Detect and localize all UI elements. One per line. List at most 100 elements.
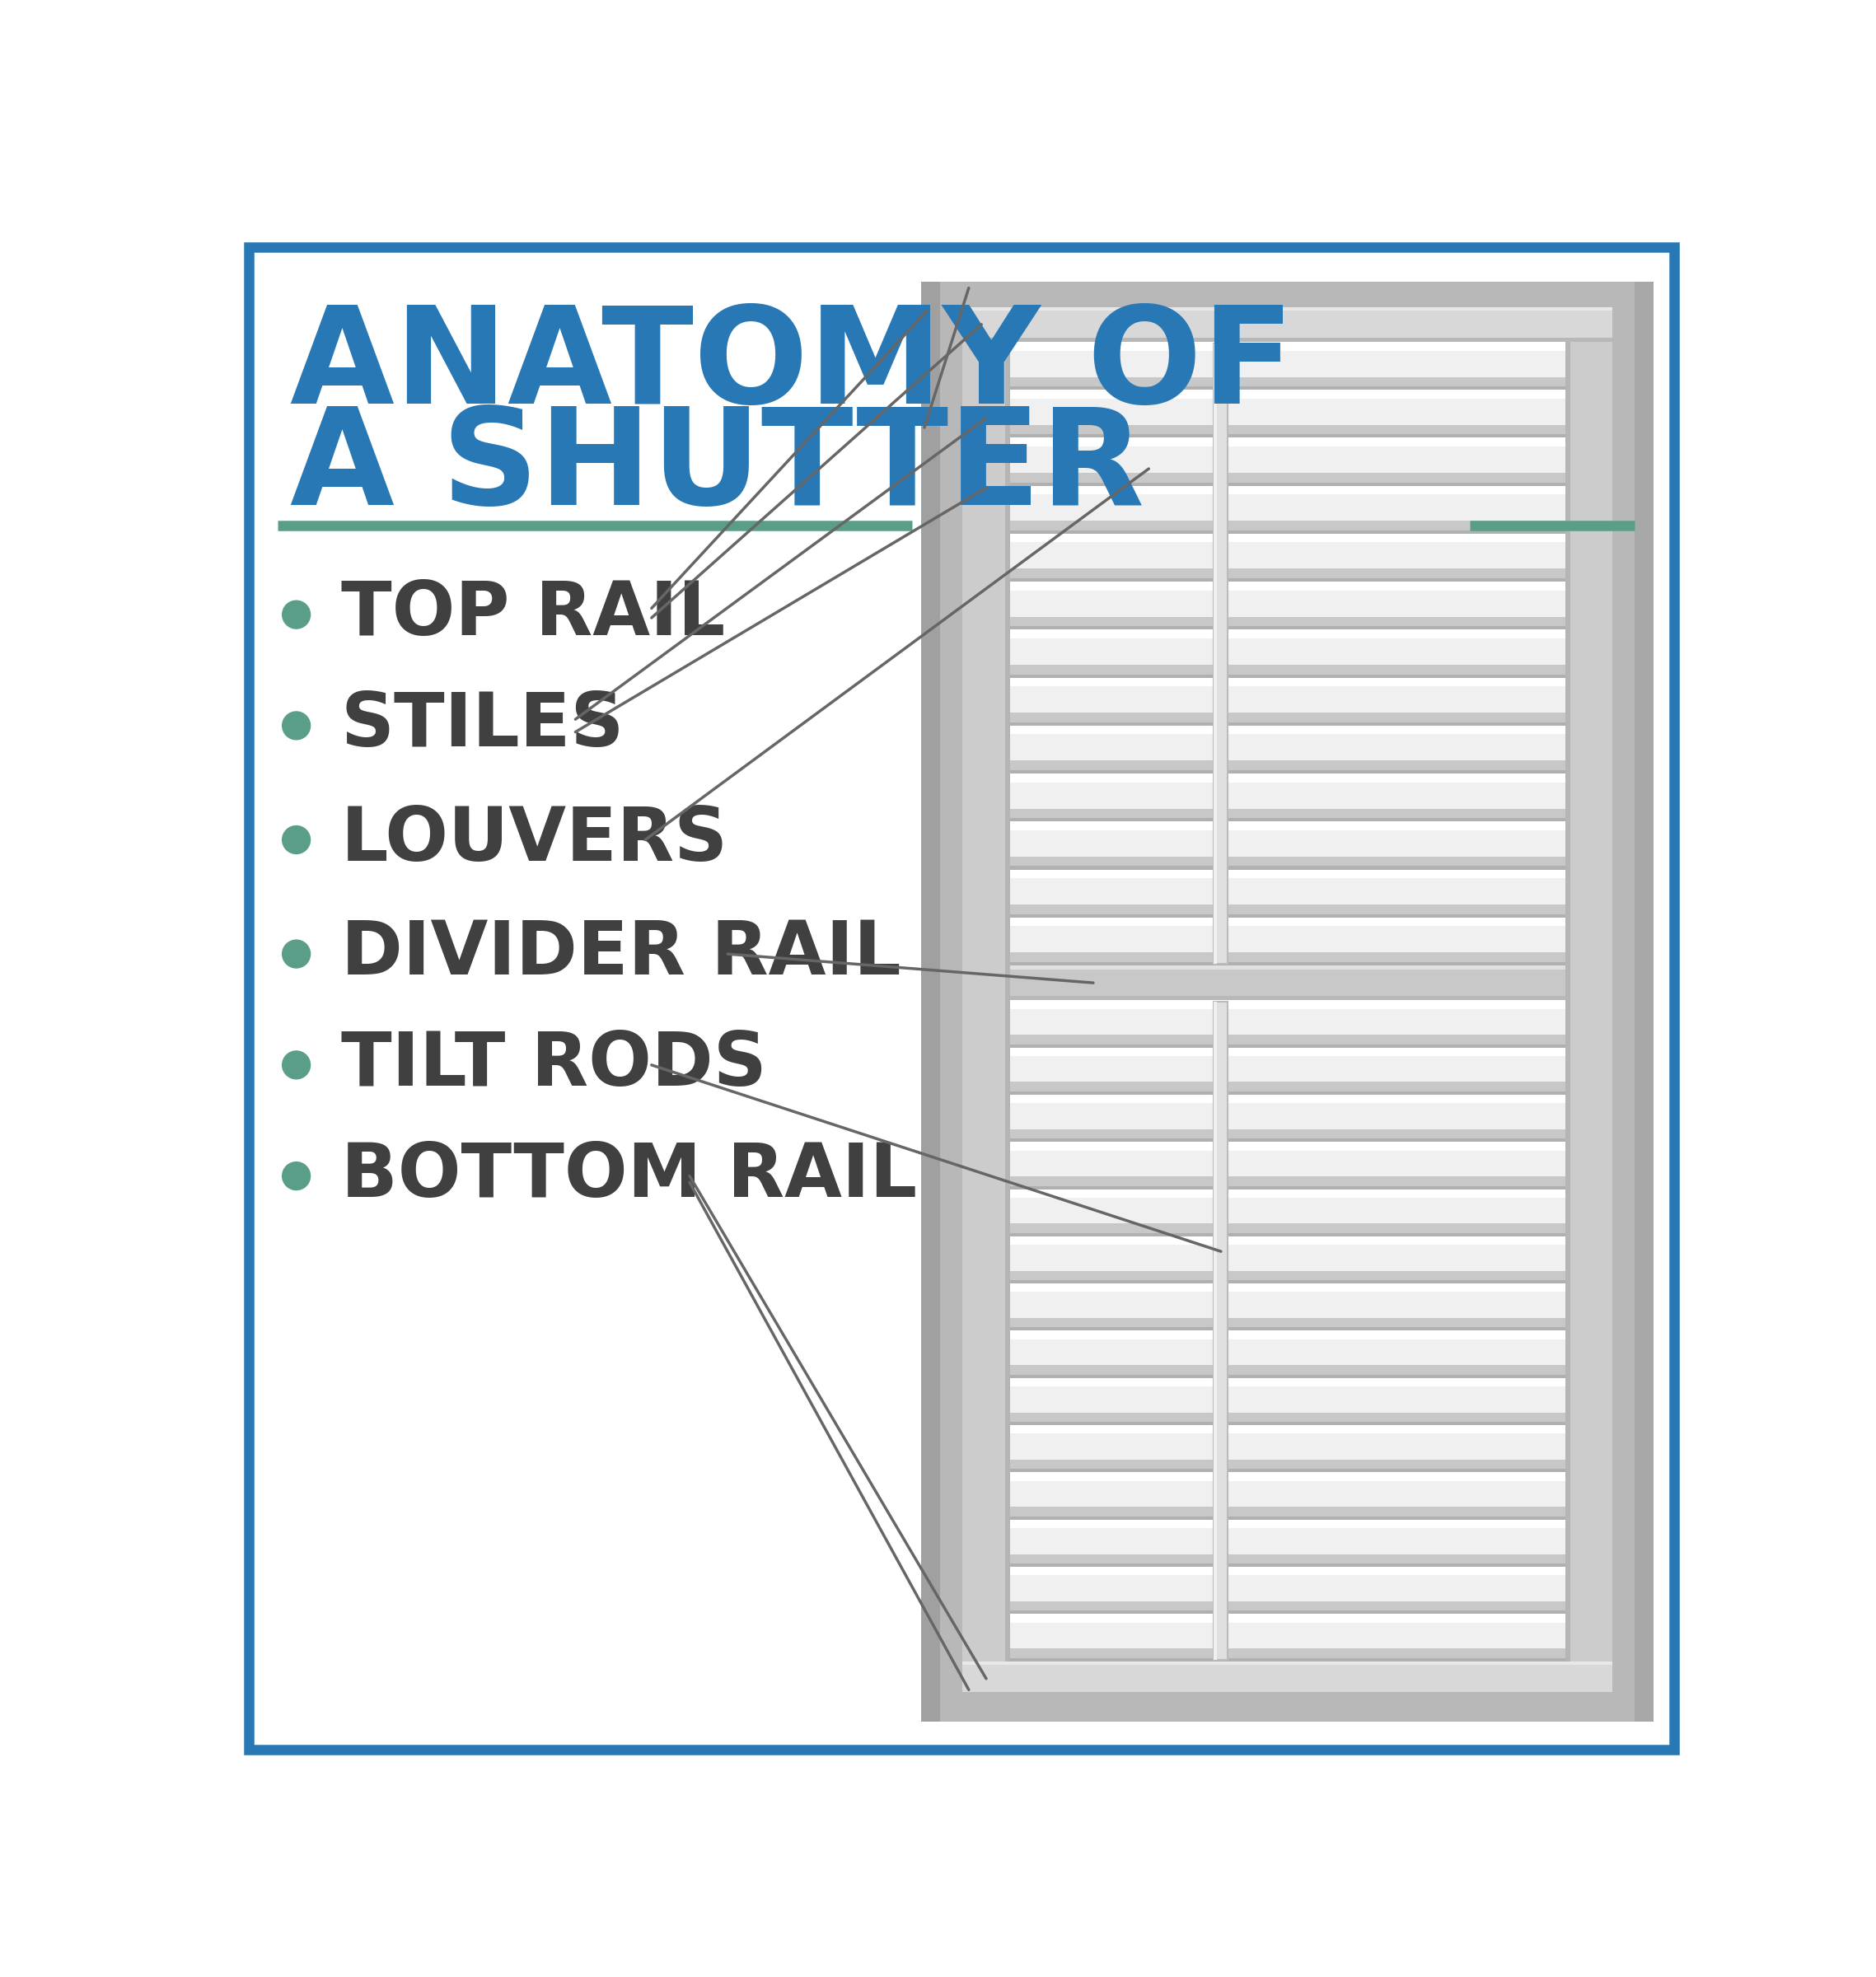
Bar <box>1009 1000 1565 1661</box>
Bar <box>1009 1129 1565 1139</box>
Bar <box>1009 386 1565 389</box>
Bar <box>921 281 1655 1722</box>
Bar <box>1009 447 1565 473</box>
Bar <box>1214 1002 1229 1661</box>
Bar <box>1009 917 1565 925</box>
Bar <box>1009 1034 1565 1044</box>
Bar <box>1009 437 1565 447</box>
Bar <box>1009 627 1565 629</box>
Bar <box>1009 342 1565 965</box>
Bar <box>1009 1528 1565 1554</box>
Bar <box>1009 726 1565 733</box>
Bar <box>1009 761 1565 771</box>
Bar <box>1009 534 1565 542</box>
Bar <box>1009 1281 1565 1283</box>
Bar <box>962 1692 1613 1696</box>
Bar <box>1009 1143 1565 1151</box>
Text: DIVIDER RAIL: DIVIDER RAIL <box>341 917 900 990</box>
Bar <box>1009 1234 1565 1236</box>
Bar <box>962 996 1613 1000</box>
Bar <box>1009 1554 1565 1564</box>
Bar <box>1009 664 1565 674</box>
Circle shape <box>281 712 310 739</box>
Bar <box>1009 856 1565 866</box>
Bar <box>1009 1319 1565 1327</box>
Circle shape <box>281 1052 310 1079</box>
Bar <box>1009 581 1565 591</box>
Bar <box>1009 520 1565 530</box>
Bar <box>1009 473 1565 482</box>
Circle shape <box>281 1162 310 1190</box>
Bar <box>1009 1186 1565 1188</box>
Bar <box>1009 435 1565 437</box>
Bar <box>1009 425 1565 435</box>
Bar <box>1009 1338 1565 1366</box>
Bar <box>962 1661 1613 1665</box>
Bar <box>1009 1516 1565 1520</box>
Text: TOP RAIL: TOP RAIL <box>341 579 724 650</box>
Bar <box>1214 1002 1218 1661</box>
Bar <box>1009 494 1565 520</box>
Bar <box>1009 686 1565 712</box>
Bar <box>1009 953 1565 963</box>
Bar <box>1009 925 1565 953</box>
Bar <box>1634 281 1655 1722</box>
Bar <box>1009 1236 1565 1246</box>
Bar <box>1009 1283 1565 1293</box>
Text: ANATOMY OF: ANATOMY OF <box>291 301 1294 431</box>
Bar <box>1009 1469 1565 1473</box>
Bar <box>1009 1293 1565 1319</box>
Bar <box>962 965 1613 1000</box>
Bar <box>1009 1433 1565 1459</box>
Bar <box>1009 1095 1565 1103</box>
Bar <box>1009 866 1565 870</box>
Bar <box>1009 486 1565 494</box>
Bar <box>1009 1412 1565 1421</box>
Bar <box>1565 342 1613 1661</box>
Bar <box>1009 1374 1565 1378</box>
Bar <box>1009 530 1565 534</box>
Bar <box>1009 830 1565 856</box>
Bar <box>1009 712 1565 722</box>
Bar <box>1009 1564 1565 1568</box>
Bar <box>1009 1568 1565 1576</box>
Bar <box>1009 963 1565 965</box>
Bar <box>962 338 1613 342</box>
Circle shape <box>281 826 310 854</box>
Bar <box>1009 1224 1565 1234</box>
Bar <box>1009 591 1565 617</box>
Bar <box>1009 1327 1565 1331</box>
Bar <box>1009 1386 1565 1412</box>
Bar <box>1214 344 1218 965</box>
Bar <box>1009 1481 1565 1506</box>
Bar <box>1009 1331 1565 1338</box>
Bar <box>1009 678 1565 686</box>
Bar <box>1565 342 1570 1661</box>
Text: TILT RODS: TILT RODS <box>341 1028 767 1101</box>
Bar <box>1009 579 1565 581</box>
Bar <box>1009 1473 1565 1481</box>
Circle shape <box>281 601 310 629</box>
Bar <box>1009 1576 1565 1601</box>
Bar <box>1009 1506 1565 1516</box>
Bar <box>1009 1188 1565 1198</box>
Bar <box>1214 344 1229 965</box>
Bar <box>1009 1044 1565 1048</box>
Text: BOTTOM RAIL: BOTTOM RAIL <box>341 1139 917 1212</box>
Bar <box>1009 1659 1565 1661</box>
Bar <box>1009 1459 1565 1469</box>
Bar <box>962 342 1009 1661</box>
Bar <box>1009 1198 1565 1224</box>
Bar <box>1009 1091 1565 1095</box>
Bar <box>1009 1611 1565 1613</box>
Bar <box>1009 870 1565 878</box>
Bar <box>1009 1425 1565 1433</box>
Bar <box>1009 1649 1565 1659</box>
Text: A SHUTTER: A SHUTTER <box>291 401 1144 534</box>
Bar <box>1009 569 1565 579</box>
Bar <box>1009 1139 1565 1143</box>
Bar <box>1009 482 1565 486</box>
Bar <box>1009 1271 1565 1281</box>
Bar <box>1006 342 1009 1661</box>
Bar <box>1009 1103 1565 1129</box>
